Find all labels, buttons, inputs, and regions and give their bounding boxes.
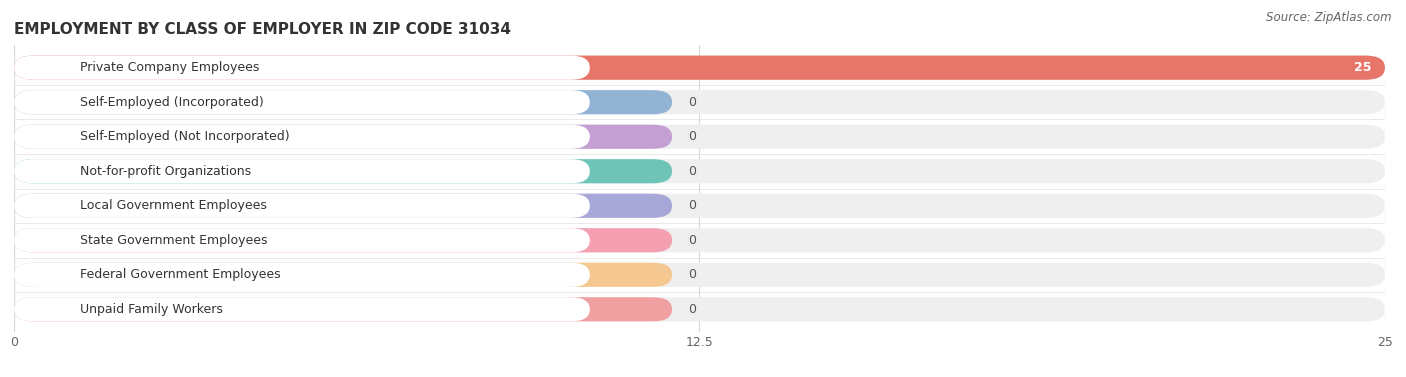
Text: Private Company Employees: Private Company Employees [80, 61, 259, 74]
Text: 0: 0 [689, 96, 696, 109]
FancyBboxPatch shape [14, 228, 672, 252]
FancyBboxPatch shape [14, 263, 591, 287]
Text: 0: 0 [689, 199, 696, 212]
FancyBboxPatch shape [14, 297, 672, 322]
Text: EMPLOYMENT BY CLASS OF EMPLOYER IN ZIP CODE 31034: EMPLOYMENT BY CLASS OF EMPLOYER IN ZIP C… [14, 22, 510, 37]
FancyBboxPatch shape [14, 297, 591, 322]
FancyBboxPatch shape [14, 194, 1385, 218]
FancyBboxPatch shape [14, 228, 591, 252]
Text: Unpaid Family Workers: Unpaid Family Workers [80, 303, 222, 316]
Text: Self-Employed (Not Incorporated): Self-Employed (Not Incorporated) [80, 130, 290, 143]
FancyBboxPatch shape [14, 297, 1385, 322]
FancyBboxPatch shape [14, 90, 1385, 114]
Text: Source: ZipAtlas.com: Source: ZipAtlas.com [1267, 11, 1392, 24]
Text: Not-for-profit Organizations: Not-for-profit Organizations [80, 165, 252, 178]
FancyBboxPatch shape [14, 55, 591, 80]
FancyBboxPatch shape [14, 125, 1385, 149]
Text: Federal Government Employees: Federal Government Employees [80, 268, 280, 281]
FancyBboxPatch shape [14, 125, 591, 149]
FancyBboxPatch shape [14, 55, 1385, 80]
Text: State Government Employees: State Government Employees [80, 234, 267, 247]
Text: 25: 25 [1354, 61, 1371, 74]
Text: 0: 0 [689, 165, 696, 178]
FancyBboxPatch shape [14, 159, 591, 183]
FancyBboxPatch shape [14, 55, 1385, 80]
FancyBboxPatch shape [14, 125, 672, 149]
FancyBboxPatch shape [14, 194, 672, 218]
FancyBboxPatch shape [14, 90, 672, 114]
Text: 0: 0 [689, 268, 696, 281]
Text: 0: 0 [689, 130, 696, 143]
Text: Self-Employed (Incorporated): Self-Employed (Incorporated) [80, 96, 263, 109]
FancyBboxPatch shape [14, 263, 672, 287]
FancyBboxPatch shape [14, 159, 672, 183]
Text: Local Government Employees: Local Government Employees [80, 199, 267, 212]
FancyBboxPatch shape [14, 194, 591, 218]
Text: 0: 0 [689, 303, 696, 316]
FancyBboxPatch shape [14, 263, 1385, 287]
FancyBboxPatch shape [14, 228, 1385, 252]
FancyBboxPatch shape [14, 159, 1385, 183]
FancyBboxPatch shape [14, 90, 591, 114]
Text: 0: 0 [689, 234, 696, 247]
